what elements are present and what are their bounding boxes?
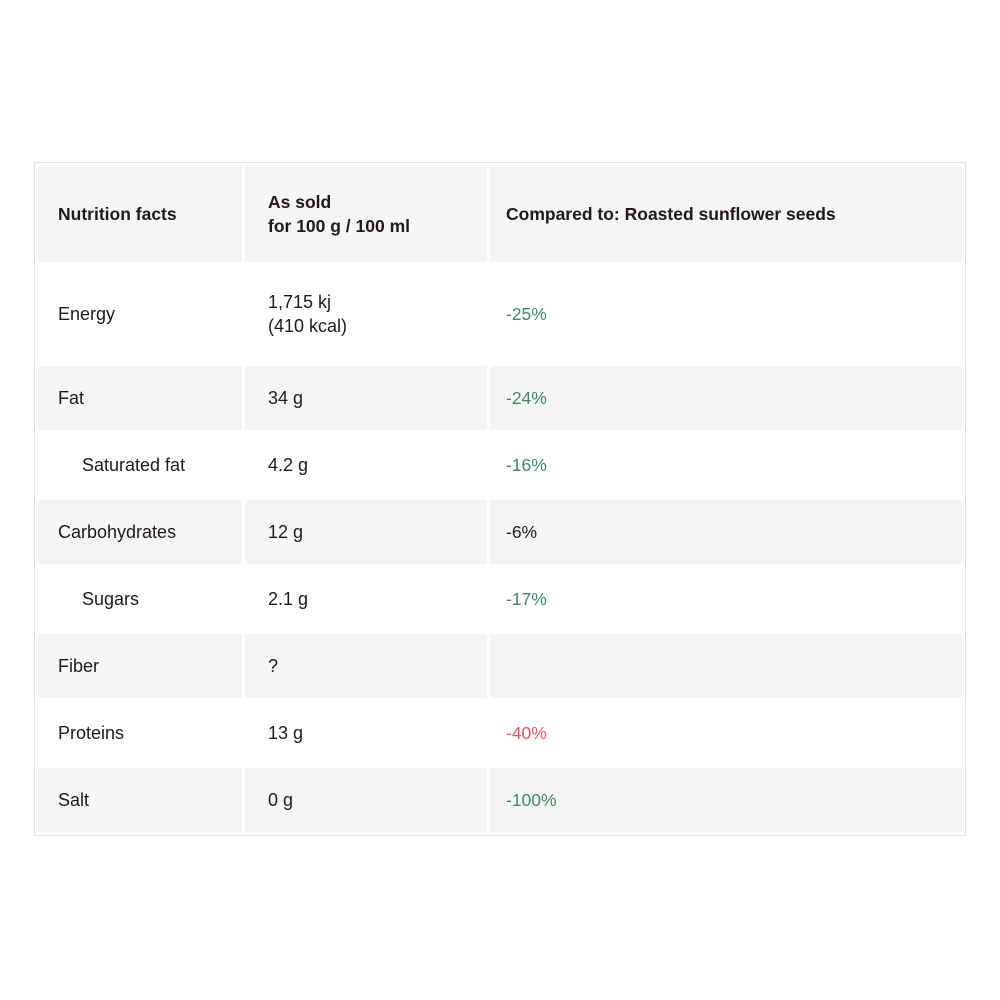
nutrient-comparison-cell: -17% [490,567,962,631]
nutrient-value: ? [245,634,487,698]
row-energy: Energy 1,715 kj (410 kcal) -25% [38,265,962,363]
nutrient-comparison-cell: -24% [490,366,962,430]
nutrient-value: 34 g [245,366,487,430]
row-proteins: Proteins 13 g -40% [38,701,962,765]
nutrient-comparison: -24% [506,388,547,408]
nutrient-label: Proteins [38,701,242,765]
header-compared-to: Compared to: Roasted sunflower seeds [490,166,962,262]
nutrition-facts-table: Nutrition facts As sold for 100 g / 100 … [34,162,966,836]
nutrient-comparison: -6% [506,522,538,542]
nutrient-value-line2: (410 kcal) [268,316,348,336]
header-nutrition-facts: Nutrition facts [38,166,242,262]
nutrient-value: 4.2 g [245,433,487,497]
nutrient-value: 13 g [245,701,487,765]
nutrient-comparison-cell: -16% [490,433,962,497]
nutrient-label: Energy [38,265,242,363]
nutrient-label: Sugars [38,567,242,631]
nutrient-comparison-cell: -6% [490,500,962,564]
header-as-sold-line2: for 100 g / 100 ml [268,216,411,236]
nutrient-comparison: -16% [506,455,547,475]
nutrient-comparison: -17% [506,589,547,609]
nutrient-value: 12 g [245,500,487,564]
nutrient-label: Salt [38,768,242,832]
nutrient-comparison: -40% [506,723,547,743]
row-fat: Fat 34 g -24% [38,366,962,430]
row-carbohydrates: Carbohydrates 12 g -6% [38,500,962,564]
nutrient-comparison: -25% [506,304,547,324]
nutrient-comparison-cell: -100% [490,768,962,832]
nutrient-label: Fiber [38,634,242,698]
nutrient-label: Fat [38,366,242,430]
header-as-sold: As sold for 100 g / 100 ml [245,166,487,262]
nutrient-value: 2.1 g [245,567,487,631]
nutrient-label: Saturated fat [38,433,242,497]
nutrient-label: Carbohydrates [38,500,242,564]
table-header-row: Nutrition facts As sold for 100 g / 100 … [38,166,962,262]
nutrient-value-line1: 1,715 kj [268,292,332,312]
row-salt: Salt 0 g -100% [38,768,962,832]
header-as-sold-line1: As sold [268,192,332,212]
row-sugars: Sugars 2.1 g -17% [38,567,962,631]
nutrient-value: 1,715 kj (410 kcal) [245,265,487,363]
nutrient-comparison-cell: -40% [490,701,962,765]
nutrient-value: 0 g [245,768,487,832]
row-fiber: Fiber ? [38,634,962,698]
row-saturated-fat: Saturated fat 4.2 g -16% [38,433,962,497]
nutrient-comparison-cell: -25% [490,265,962,363]
nutrient-comparison-cell [490,634,962,698]
nutrient-comparison: -100% [506,790,557,810]
